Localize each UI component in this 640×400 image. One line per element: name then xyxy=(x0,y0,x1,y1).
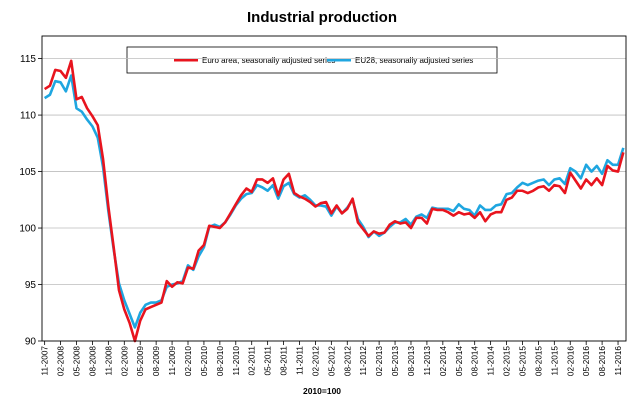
x-tick-label: 05-2008 xyxy=(73,346,82,376)
y-tick-label: 105 xyxy=(19,167,36,178)
chart-title: Industrial production xyxy=(247,9,397,26)
x-tick-label: 11-2012 xyxy=(359,346,368,376)
x-tick-label: 05-2011 xyxy=(264,346,273,376)
x-tick-label: 05-2014 xyxy=(455,346,464,376)
x-tick-label: 05-2010 xyxy=(200,346,209,376)
x-tick-label: 08-2014 xyxy=(471,346,480,376)
plot-border xyxy=(41,35,627,342)
x-tick-label: 02-2015 xyxy=(503,346,512,376)
x-tick-label: 11-2010 xyxy=(232,346,241,376)
legend-label-eu28: EU28, seasonally adjusted series xyxy=(355,56,473,65)
series-line-euro-area xyxy=(43,59,625,343)
y-tick-label: 95 xyxy=(25,280,37,291)
y-axis: 90 95 100 105 110 115 xyxy=(19,54,42,348)
x-tick-label: 05-2012 xyxy=(327,346,336,376)
x-tick-label: 02-2010 xyxy=(184,346,193,376)
y-tick-label: 90 xyxy=(25,337,37,348)
x-tick-label: 02-2009 xyxy=(120,346,129,376)
x-tick-label: 11-2015 xyxy=(550,346,559,376)
x-tick-label: 11-2016 xyxy=(614,346,623,376)
x-tick-label: 08-2011 xyxy=(280,346,289,376)
x-tick-label: 05-2013 xyxy=(391,346,400,376)
legend-label-euro-area: Euro area, seasonally adjusted series xyxy=(202,56,335,65)
x-tick-label: 08-2008 xyxy=(88,346,97,376)
x-tick-label: 02-2011 xyxy=(248,346,257,376)
x-tick-label: 11-2007 xyxy=(41,346,50,376)
x-tick-label: 08-2012 xyxy=(343,346,352,376)
x-tick-label: 02-2014 xyxy=(439,346,448,376)
x-tick-label: 08-2016 xyxy=(598,346,607,376)
x-axis-label: 2010=100 xyxy=(303,386,341,396)
series-lines xyxy=(43,59,625,343)
x-axis: 11-2007 02-2008 05-2008 08-2008 11-2008 02-20… xyxy=(41,341,623,376)
plot-area-border xyxy=(41,35,627,342)
x-tick-label: 11-2013 xyxy=(423,346,432,376)
legend: Euro area, seasonally adjusted series EU… xyxy=(126,46,498,74)
grid xyxy=(42,58,626,342)
y-tick-label: 100 xyxy=(19,224,36,235)
x-tick-label: 02-2013 xyxy=(375,346,384,376)
x-tick-label: 11-2009 xyxy=(168,346,177,376)
y-tick-label: 115 xyxy=(20,54,36,65)
y-tick-label: 110 xyxy=(20,111,36,122)
x-tick-label: 08-2010 xyxy=(216,346,225,376)
x-tick-label: 08-2013 xyxy=(407,346,416,376)
x-tick-label: 11-2011 xyxy=(295,346,304,375)
x-tick-label: 11-2008 xyxy=(104,346,113,376)
x-tick-label: 02-2016 xyxy=(566,346,575,376)
series-line-eu28 xyxy=(43,74,625,329)
x-tick-label: 02-2008 xyxy=(57,346,66,376)
x-tick-label: 11-2014 xyxy=(487,346,496,376)
x-tick-label: 05-2009 xyxy=(136,346,145,376)
x-tick-label: 02-2012 xyxy=(311,346,320,376)
x-tick-label: 08-2009 xyxy=(152,346,161,376)
x-tick-label: 05-2016 xyxy=(582,346,591,376)
x-tick-label: 08-2015 xyxy=(534,346,543,376)
x-tick-label: 05-2015 xyxy=(518,346,527,376)
